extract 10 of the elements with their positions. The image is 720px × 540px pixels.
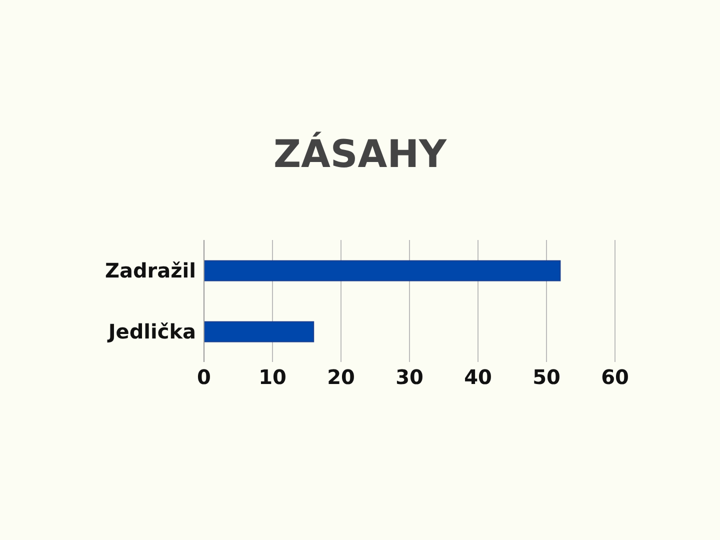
x-tick-label: 20	[327, 365, 355, 390]
x-tick-label: 40	[464, 365, 492, 390]
x-tick-label: 60	[601, 365, 629, 390]
x-tick-label: 50	[532, 365, 560, 390]
x-tick-label: 0	[197, 365, 211, 390]
x-tick-label: 10	[258, 365, 286, 390]
y-tick-label: Zadražil	[104, 258, 196, 283]
x-tick-label: 30	[396, 365, 424, 390]
chart-title: ZÁSAHY	[272, 132, 448, 176]
y-tick-label: Jedlička	[106, 320, 196, 344]
